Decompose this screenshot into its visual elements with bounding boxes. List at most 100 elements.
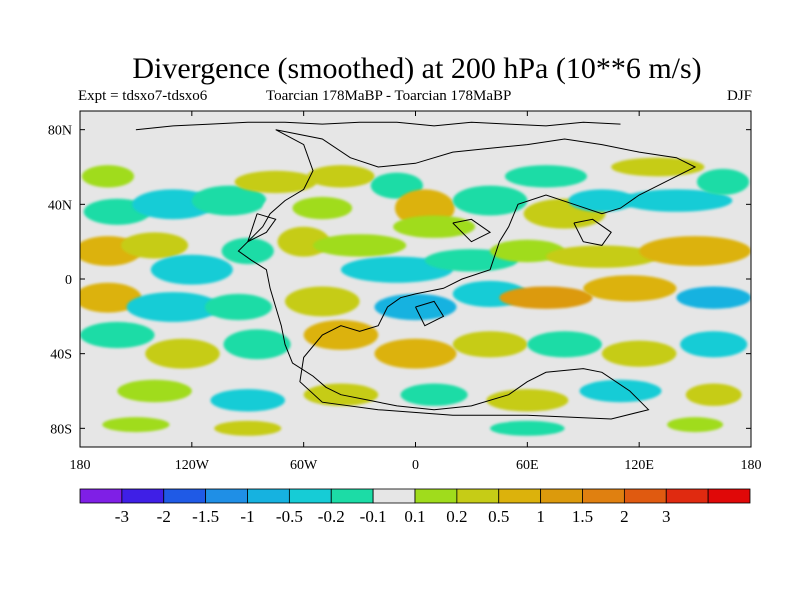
field-blob-31	[204, 293, 272, 321]
y-tick-label-4: 80S	[50, 422, 72, 437]
field-blob-41	[303, 320, 379, 350]
colorbar-label-9: 0.5	[488, 507, 509, 526]
colorbar-swatch-7	[372, 488, 416, 504]
colorbar-swatch-5	[288, 488, 332, 504]
field-blob-56	[490, 420, 565, 436]
field-blob-29	[80, 282, 142, 313]
field-blob-19	[121, 232, 189, 259]
colorbar-swatch-12	[582, 488, 625, 504]
season-label: DJF	[726, 88, 752, 104]
colorbar-swatch-14	[665, 488, 709, 504]
colorbar-label-8: 0.2	[446, 507, 467, 526]
colorbar-label-5: -0.2	[318, 507, 345, 526]
field-blob-4	[262, 195, 308, 222]
colorbar-swatch-0	[79, 488, 123, 504]
field-blob-6	[307, 165, 375, 188]
colorbar-label-2: -1.5	[192, 507, 219, 526]
field-blob-50	[400, 383, 468, 406]
colorbar-label-6: -0.1	[360, 507, 387, 526]
coastlines	[135, 121, 697, 420]
field-blob-21	[221, 237, 274, 265]
colorbar-swatch-9	[456, 488, 500, 504]
colorbar-label-10: 1	[536, 507, 545, 526]
colorbar-label-13: 3	[662, 507, 671, 526]
experiment-label: Expt = tdsxo7-tdsxo6	[78, 88, 208, 104]
field-blob-7	[292, 196, 353, 220]
field-blob-54	[102, 417, 170, 433]
y-axis: 80N 40N 0 40S 80S	[48, 124, 751, 437]
field-blob-30	[126, 292, 220, 322]
field-blob-38	[80, 321, 155, 349]
colorbar-swatch-11	[540, 488, 583, 504]
field-blob-15	[620, 189, 733, 212]
field-blob-36	[583, 275, 677, 302]
field-blob-53	[685, 383, 742, 406]
x-axis: 180 120W 60W 0 60E 120E 180	[70, 111, 762, 473]
x-tick-label-3: 0	[412, 458, 419, 473]
field-blob-39	[145, 338, 220, 369]
field-blob-24	[340, 256, 453, 283]
field-blob-17	[696, 168, 750, 195]
field-blob-27	[545, 245, 658, 268]
field-blob-35	[499, 286, 593, 309]
colorbar-swatch-4	[247, 488, 290, 504]
field-blob-0	[81, 165, 135, 188]
field-blob-45	[601, 340, 677, 367]
field-blob-46	[680, 331, 748, 358]
field-blob-37	[676, 286, 751, 309]
colorbar: -3 -2 -1.5 -1 -0.5 -0.2 -0.1 0.1 0.2 0.5 1 1.5 2 3	[79, 488, 751, 526]
coastline-5	[415, 300, 445, 327]
x-tick-label-6: 180	[741, 458, 762, 473]
map-title: Divergence (smoothed) at 200 hPa (10**6 …	[132, 52, 702, 85]
period-label: Toarcian 178MaBP - Toarcian 178MaBP	[266, 88, 512, 104]
coastline-0	[237, 129, 697, 420]
divergence-field	[80, 157, 751, 436]
field-blob-51	[486, 389, 569, 412]
coastline-4	[573, 218, 612, 246]
field-blob-12	[504, 165, 587, 188]
field-blob-28	[639, 236, 751, 266]
field-blob-20	[150, 254, 233, 285]
colorbar-swatch-6	[330, 488, 374, 504]
colorbar-label-0: -3	[115, 507, 129, 526]
field-blob-23	[312, 234, 407, 257]
x-tick-label-1: 120W	[175, 458, 210, 473]
field-blob-10	[393, 215, 476, 238]
field-blob-5	[234, 170, 317, 194]
x-tick-label-2: 60W	[290, 458, 318, 473]
colorbar-swatch-2	[163, 488, 207, 504]
x-tick-label-0: 180	[70, 458, 91, 473]
colorbar-label-1: -2	[157, 507, 171, 526]
x-tick-label-5: 120E	[624, 458, 654, 473]
field-blob-42	[374, 338, 457, 369]
field-blob-44	[527, 331, 602, 358]
coastline-3	[452, 218, 492, 243]
colorbar-swatch-10	[498, 488, 542, 504]
y-tick-label-2: 0	[65, 273, 72, 288]
field-blob-32	[285, 286, 360, 317]
field-blob-3	[191, 185, 267, 216]
field-blob-55	[214, 420, 282, 436]
field-blob-11	[452, 185, 528, 216]
field-blob-43	[452, 331, 528, 358]
colorbar-label-11: 1.5	[572, 507, 593, 526]
field-blob-57	[667, 417, 724, 433]
field-blob-14	[568, 189, 636, 212]
y-tick-label-3: 40S	[50, 348, 72, 363]
colorbar-label-4: -0.5	[276, 507, 303, 526]
colorbar-label-12: 2	[620, 507, 629, 526]
field-blob-47	[117, 379, 192, 403]
field-blob-16	[611, 157, 705, 177]
colorbar-swatch-1	[121, 488, 165, 504]
field-blob-26	[490, 239, 565, 263]
y-tick-label-1: 40N	[48, 198, 72, 213]
colorbar-swatch-15	[707, 488, 751, 504]
colorbar-swatch-3	[205, 488, 248, 504]
coastline-1	[135, 121, 621, 131]
field-blob-52	[579, 379, 662, 403]
x-tick-label-4: 60E	[516, 458, 539, 473]
coastline-2	[246, 213, 277, 243]
colorbar-label-7: 0.1	[404, 507, 425, 526]
colorbar-swatch-8	[414, 488, 458, 504]
